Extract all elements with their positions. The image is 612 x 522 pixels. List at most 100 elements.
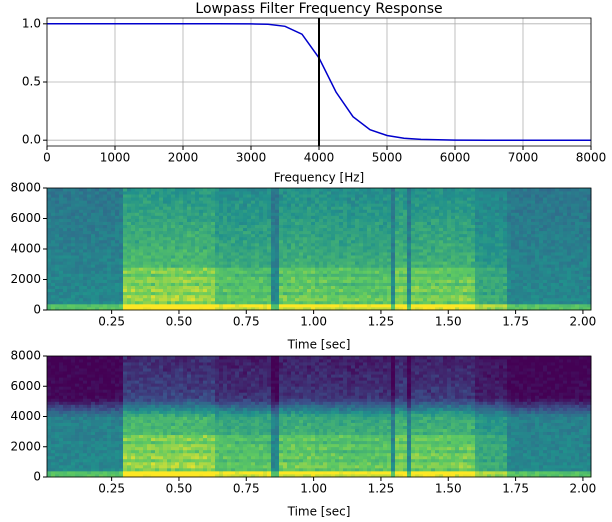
spectrogram-cell xyxy=(367,295,371,298)
spectrogram-cell xyxy=(431,222,435,225)
spectrogram-cell xyxy=(383,301,387,304)
spectrogram-cell xyxy=(207,255,211,258)
spectrogram-cell xyxy=(243,240,247,243)
spectrogram-cell xyxy=(339,249,343,252)
spectrogram-cell xyxy=(339,273,343,276)
spectrogram-cell xyxy=(375,209,379,212)
spectrogram-cell xyxy=(75,219,79,222)
spectrogram-cell xyxy=(323,301,327,304)
spectrogram-cell xyxy=(291,228,295,231)
spectrogram-cell xyxy=(235,209,239,212)
spectrogram-cell xyxy=(119,215,123,218)
spectrogram-cell xyxy=(55,292,59,295)
spectrogram-cell xyxy=(207,219,211,222)
spectrogram-cell xyxy=(451,243,455,246)
spectrogram-cell xyxy=(435,200,439,203)
spectrogram-cell xyxy=(119,225,123,228)
spectrogram-cell xyxy=(179,206,183,209)
spectrogram-cell xyxy=(203,252,207,255)
spectrogram-cell xyxy=(243,301,247,304)
spectrogram-cell xyxy=(115,292,119,295)
spectrogram-cell xyxy=(215,292,219,295)
spectrogram-cell xyxy=(419,252,423,255)
spectrogram-cell xyxy=(99,194,103,197)
spectrogram-cell xyxy=(495,197,499,200)
spectrogram-cell xyxy=(75,240,79,243)
spectrogram-cell xyxy=(499,203,503,206)
spectrogram-cell xyxy=(259,280,263,283)
spectrogram-cell xyxy=(47,225,51,228)
spectrogram-cell xyxy=(379,231,383,234)
spectrogram-cell xyxy=(267,255,271,258)
spectrogram-cell xyxy=(307,270,311,273)
spectrogram-cell xyxy=(527,298,531,301)
spectrogram-cell xyxy=(167,280,171,283)
spectrogram-cell xyxy=(475,267,479,270)
spectrogram-cell xyxy=(211,234,215,237)
spectrogram-cell xyxy=(335,301,339,304)
spectrogram-cell xyxy=(459,188,463,191)
spectrogram-cell xyxy=(307,264,311,267)
spectrogram-cell xyxy=(163,243,167,246)
spectrogram-cell xyxy=(427,301,431,304)
spectrogram-cell xyxy=(71,304,75,307)
spectrogram-cell xyxy=(387,225,391,228)
spectrogram-cell xyxy=(91,270,95,273)
spectrogram-cell xyxy=(311,295,315,298)
spectrogram-cell xyxy=(227,261,231,264)
spectrogram-cell xyxy=(123,219,127,222)
spectrogram-cell xyxy=(215,215,219,218)
spectrogram-cell xyxy=(179,270,183,273)
spectrogram-cell xyxy=(71,237,75,240)
spectrogram-cell xyxy=(439,264,443,267)
spectrogram-cell xyxy=(83,212,87,215)
spectrogram-cell xyxy=(207,270,211,273)
spectrogram-cell xyxy=(291,286,295,289)
spectrogram-cell xyxy=(423,209,427,212)
spectrogram-cell xyxy=(423,295,427,298)
spectrogram-cell xyxy=(479,270,483,273)
spectrogram-cell xyxy=(235,267,239,270)
spectrogram-cell xyxy=(123,304,127,307)
spectrogram-cell xyxy=(195,276,199,279)
spectrogram-cell xyxy=(399,261,403,264)
spectrogram-cell xyxy=(367,252,371,255)
spectrogram-cell xyxy=(483,237,487,240)
spectrogram-cell xyxy=(75,243,79,246)
spectrogram-cell xyxy=(223,200,227,203)
spectrogram-cell xyxy=(259,243,263,246)
spectrogram-cell xyxy=(339,264,343,267)
spectrogram-cell xyxy=(231,219,235,222)
spectrogram-cell xyxy=(171,246,175,249)
spectrogram-cell xyxy=(403,237,407,240)
spectrogram-cell xyxy=(503,222,507,225)
spectrogram-cell xyxy=(483,219,487,222)
spectrogram-cell xyxy=(467,234,471,237)
spectrogram-cell xyxy=(315,270,319,273)
spectrogram-cell xyxy=(163,219,167,222)
spectrogram-cell xyxy=(335,261,339,264)
spectrogram-cell xyxy=(91,231,95,234)
spectrogram-cell xyxy=(171,215,175,218)
spectrogram-cell xyxy=(111,304,115,307)
spectrogram-cell xyxy=(191,243,195,246)
spectrogram-cell xyxy=(467,209,471,212)
spectrogram-cell xyxy=(483,301,487,304)
spectrogram-cell xyxy=(111,243,115,246)
spectrogram-cell xyxy=(331,243,335,246)
spectrogram-cell xyxy=(331,194,335,197)
spectrogram-cell xyxy=(235,206,239,209)
spectrogram-cell xyxy=(395,264,399,267)
spectrogram-cell xyxy=(323,252,327,255)
spectrogram-cell xyxy=(391,243,395,246)
spectrogram-cell xyxy=(527,206,531,209)
spectrogram-cell xyxy=(131,212,135,215)
spectrogram-cell xyxy=(155,295,159,298)
spectrogram-cell xyxy=(295,234,299,237)
spectrogram-cell xyxy=(539,304,543,307)
spectrogram-cell xyxy=(471,264,475,267)
spectrogram-cell xyxy=(471,258,475,261)
spectrogram-cell xyxy=(539,225,543,228)
spectrogram-cell xyxy=(467,191,471,194)
spectrogram-cell xyxy=(475,298,479,301)
